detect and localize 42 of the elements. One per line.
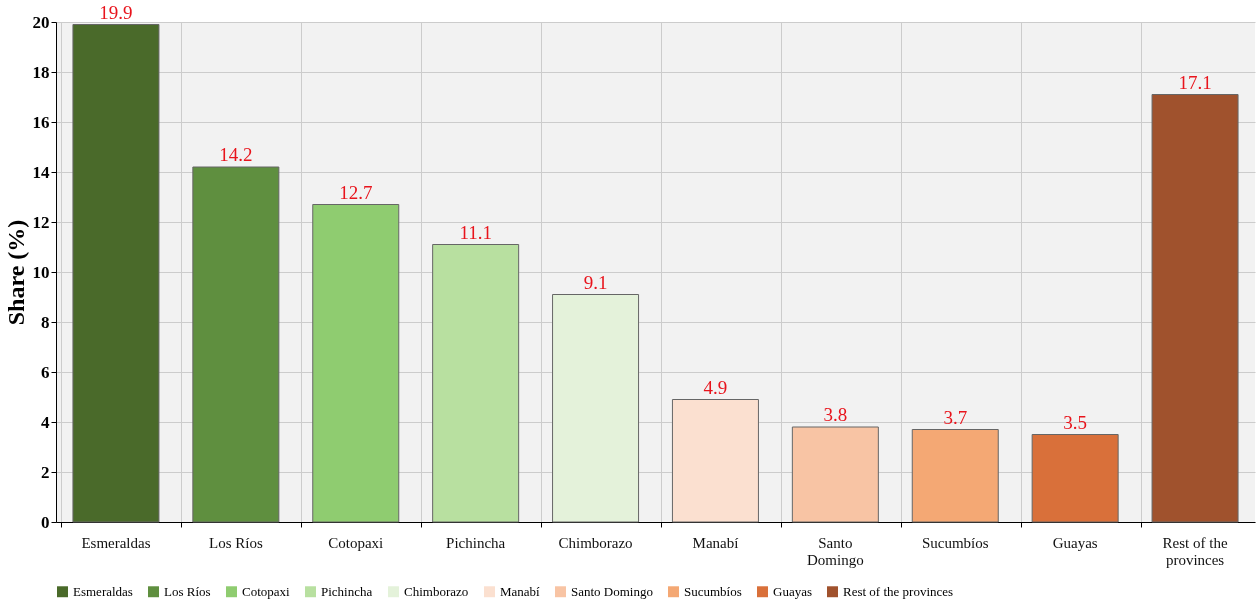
y-tick-label: 16 [32,112,50,132]
data-label: 11.1 [459,221,492,243]
y-tick-label: 4 [41,412,50,432]
data-label: 9.1 [583,271,608,293]
data-label: 17.1 [1178,71,1212,93]
x-tick-label: Guayas [1052,534,1098,551]
x-tick-label: Chimborazo [558,534,633,551]
y-tick-label: 10 [32,262,50,282]
x-tick-label: Los Ríos [208,534,263,551]
x-tick-label: Santo Domingo [807,534,864,568]
y-tick-label: 6 [41,362,50,382]
legend-label: Santo Domingo [571,583,653,599]
y-tick-label: 2 [41,462,50,482]
legend-label: Rest of the provinces [843,583,954,599]
x-tick-label: Pichincha [446,534,506,551]
x-tick-label: Cotopaxi [328,534,384,551]
x-tick-label: Rest of the provinces [1162,534,1228,568]
y-tick-label: 8 [41,312,50,332]
x-tick-label: Esmeraldas [81,534,151,551]
legend-label: Esmeraldas [73,583,133,599]
y-tick-label: 20 [32,12,50,32]
y-tick-label: 14 [32,162,50,182]
legend-label: Manabí [500,583,541,599]
y-tick-label: 12 [32,212,50,232]
data-label: 3.8 [823,404,848,425]
data-label: 19.9 [99,1,133,23]
data-label: 4.9 [703,376,728,398]
legend-label: Sucumbíos [684,583,742,599]
legend-label: Cotopaxi [242,583,291,599]
x-tick-label: Manabí [692,534,739,551]
y-tick-label: 18 [32,62,50,82]
data-label: 12.7 [339,181,373,203]
legend-label: Guayas [773,583,812,599]
x-tick-label: Sucumbíos [921,534,989,551]
data-label: 3.5 [1063,411,1088,433]
data-label: 14.2 [219,144,253,165]
legend-label: Chimborazo [404,583,469,599]
legend-label: Pichincha [321,583,373,599]
legend-label: Los Ríos [164,583,211,599]
y-tick-label: 0 [41,512,50,532]
y-axis-title: Share (%) [2,219,29,326]
data-label: 3.7 [943,406,968,428]
